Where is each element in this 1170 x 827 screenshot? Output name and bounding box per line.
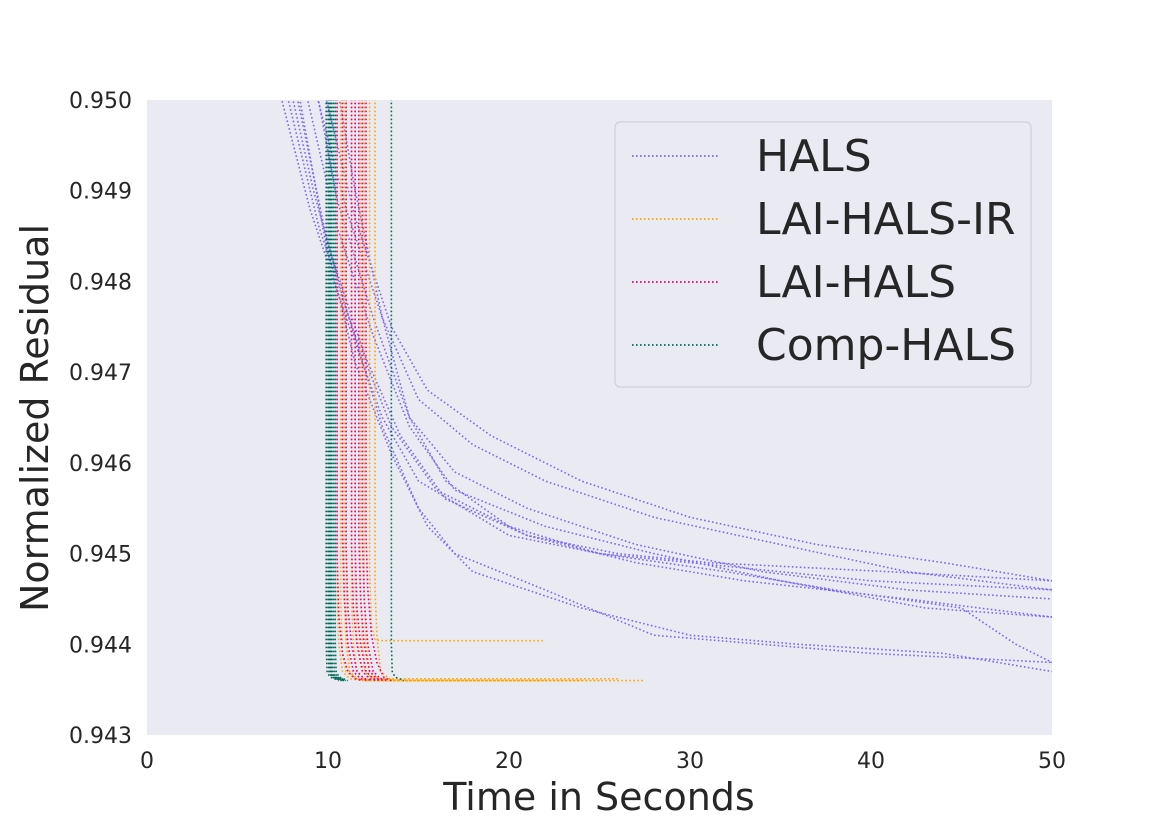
x-tick-label: 20: [495, 749, 523, 774]
y-tick-label: 0.949: [69, 180, 132, 205]
y-tick-label: 0.947: [69, 361, 132, 386]
series-line: [334, 100, 349, 682]
series-line: [365, 100, 392, 682]
y-tick-label: 0.950: [69, 89, 132, 114]
y-tick-label: 0.945: [69, 543, 132, 568]
series-lai-hals: [336, 100, 392, 682]
series-line: [357, 100, 385, 682]
series-line: [343, 100, 509, 682]
series-line: [325, 100, 1052, 582]
y-tick-label: 0.948: [69, 270, 132, 295]
series-line: [361, 100, 388, 682]
series-line: [296, 100, 1052, 618]
series-line: [328, 100, 343, 682]
x-tick-label: 50: [1038, 749, 1066, 774]
y-tick-label: 0.946: [69, 452, 132, 477]
series-line: [327, 100, 341, 682]
legend-label: LAI-HALS-IR: [756, 194, 1016, 245]
y-tick-label: 0.943: [69, 724, 132, 749]
series-line: [374, 100, 582, 682]
series-line: [329, 100, 345, 682]
legend-label: Comp-HALS: [756, 320, 1016, 371]
series-line: [390, 100, 405, 682]
series-line: [341, 100, 369, 682]
series-comp-hals: [325, 100, 405, 682]
series-layer: [280, 100, 1052, 682]
series-line: [332, 100, 347, 682]
x-tick-label: 30: [676, 749, 704, 774]
x-tick-label: 0: [140, 749, 154, 774]
legend-frame: [614, 121, 1032, 388]
series-line: [336, 100, 528, 682]
y-axis-title: Normalized Residual: [13, 224, 57, 612]
x-axis: 0 10 20 30 40 50: [140, 749, 1066, 774]
series-line: [306, 100, 1052, 618]
y-axis: 0.943 0.944 0.945 0.946 0.947 0.948 0.949 0.950: [69, 89, 132, 749]
series-line: [325, 100, 340, 682]
series-line: [329, 100, 343, 682]
legend-label: HALS: [756, 131, 872, 182]
legend-label: LAI-HALS: [756, 257, 956, 308]
x-tick-label: 40: [857, 749, 885, 774]
series-line: [330, 100, 345, 682]
y-tick-label: 0.944: [69, 633, 132, 658]
series-line: [336, 100, 363, 682]
legend: HALS LAI-HALS-IR LAI-HALS Comp-HALS: [614, 121, 1032, 388]
series-line: [368, 100, 546, 642]
x-axis-title: Time in Seconds: [442, 775, 754, 819]
x-tick-label: 10: [314, 749, 342, 774]
